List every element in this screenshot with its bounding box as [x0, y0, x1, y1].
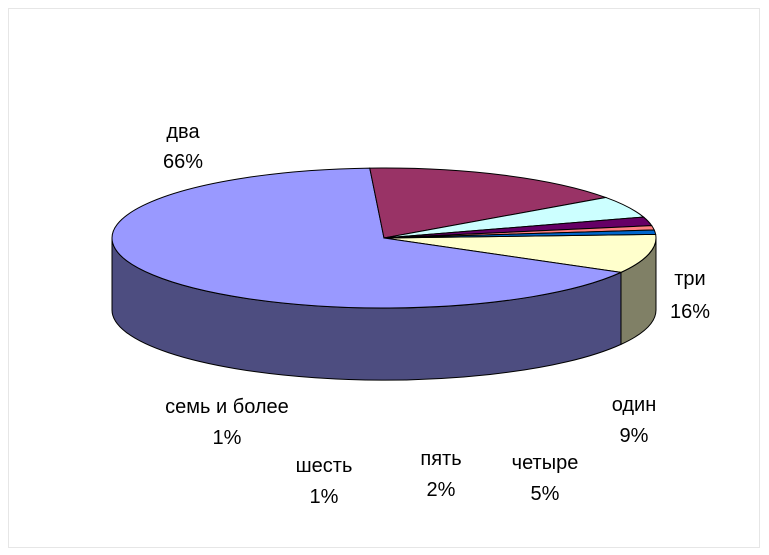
slice-label-tri: три 16% [670, 268, 710, 323]
data-label-dva-value: 66% [163, 151, 203, 173]
slice-label-sem: семь и более 1% [165, 396, 289, 449]
data-label-odin-value: 9% [620, 425, 649, 447]
data-label-tri-name: три [674, 268, 705, 290]
pie-slice-tri [369, 167, 608, 239]
slice-label-odin: один 9% [612, 394, 657, 447]
pie-slice-dva [111, 167, 623, 309]
slice-label-shest: шесть 1% [296, 455, 353, 508]
slice-label-pyat: пять 2% [420, 448, 461, 501]
slice-label-chetyre: четыре 5% [512, 452, 579, 505]
data-label-shest-name: шесть [296, 455, 353, 477]
data-label-odin-name: один [612, 394, 657, 416]
data-label-dva-name: два [166, 121, 200, 143]
data-label-chetyre-value: 5% [531, 483, 560, 505]
pie-tops [111, 167, 657, 309]
pie-slice-sem [383, 229, 657, 239]
data-label-pyat-name: пять [420, 448, 461, 470]
data-label-chetyre-name: четыре [512, 452, 579, 474]
data-label-shest-value: 1% [310, 486, 339, 508]
slice-label-dva: два 66% [163, 121, 203, 173]
data-label-tri-value: 16% [670, 301, 710, 323]
pie-slice-odin [383, 233, 657, 273]
data-label-sem-name: семь и более [165, 396, 289, 418]
data-label-sem-value: 1% [213, 427, 242, 449]
data-label-pyat-value: 2% [427, 479, 456, 501]
